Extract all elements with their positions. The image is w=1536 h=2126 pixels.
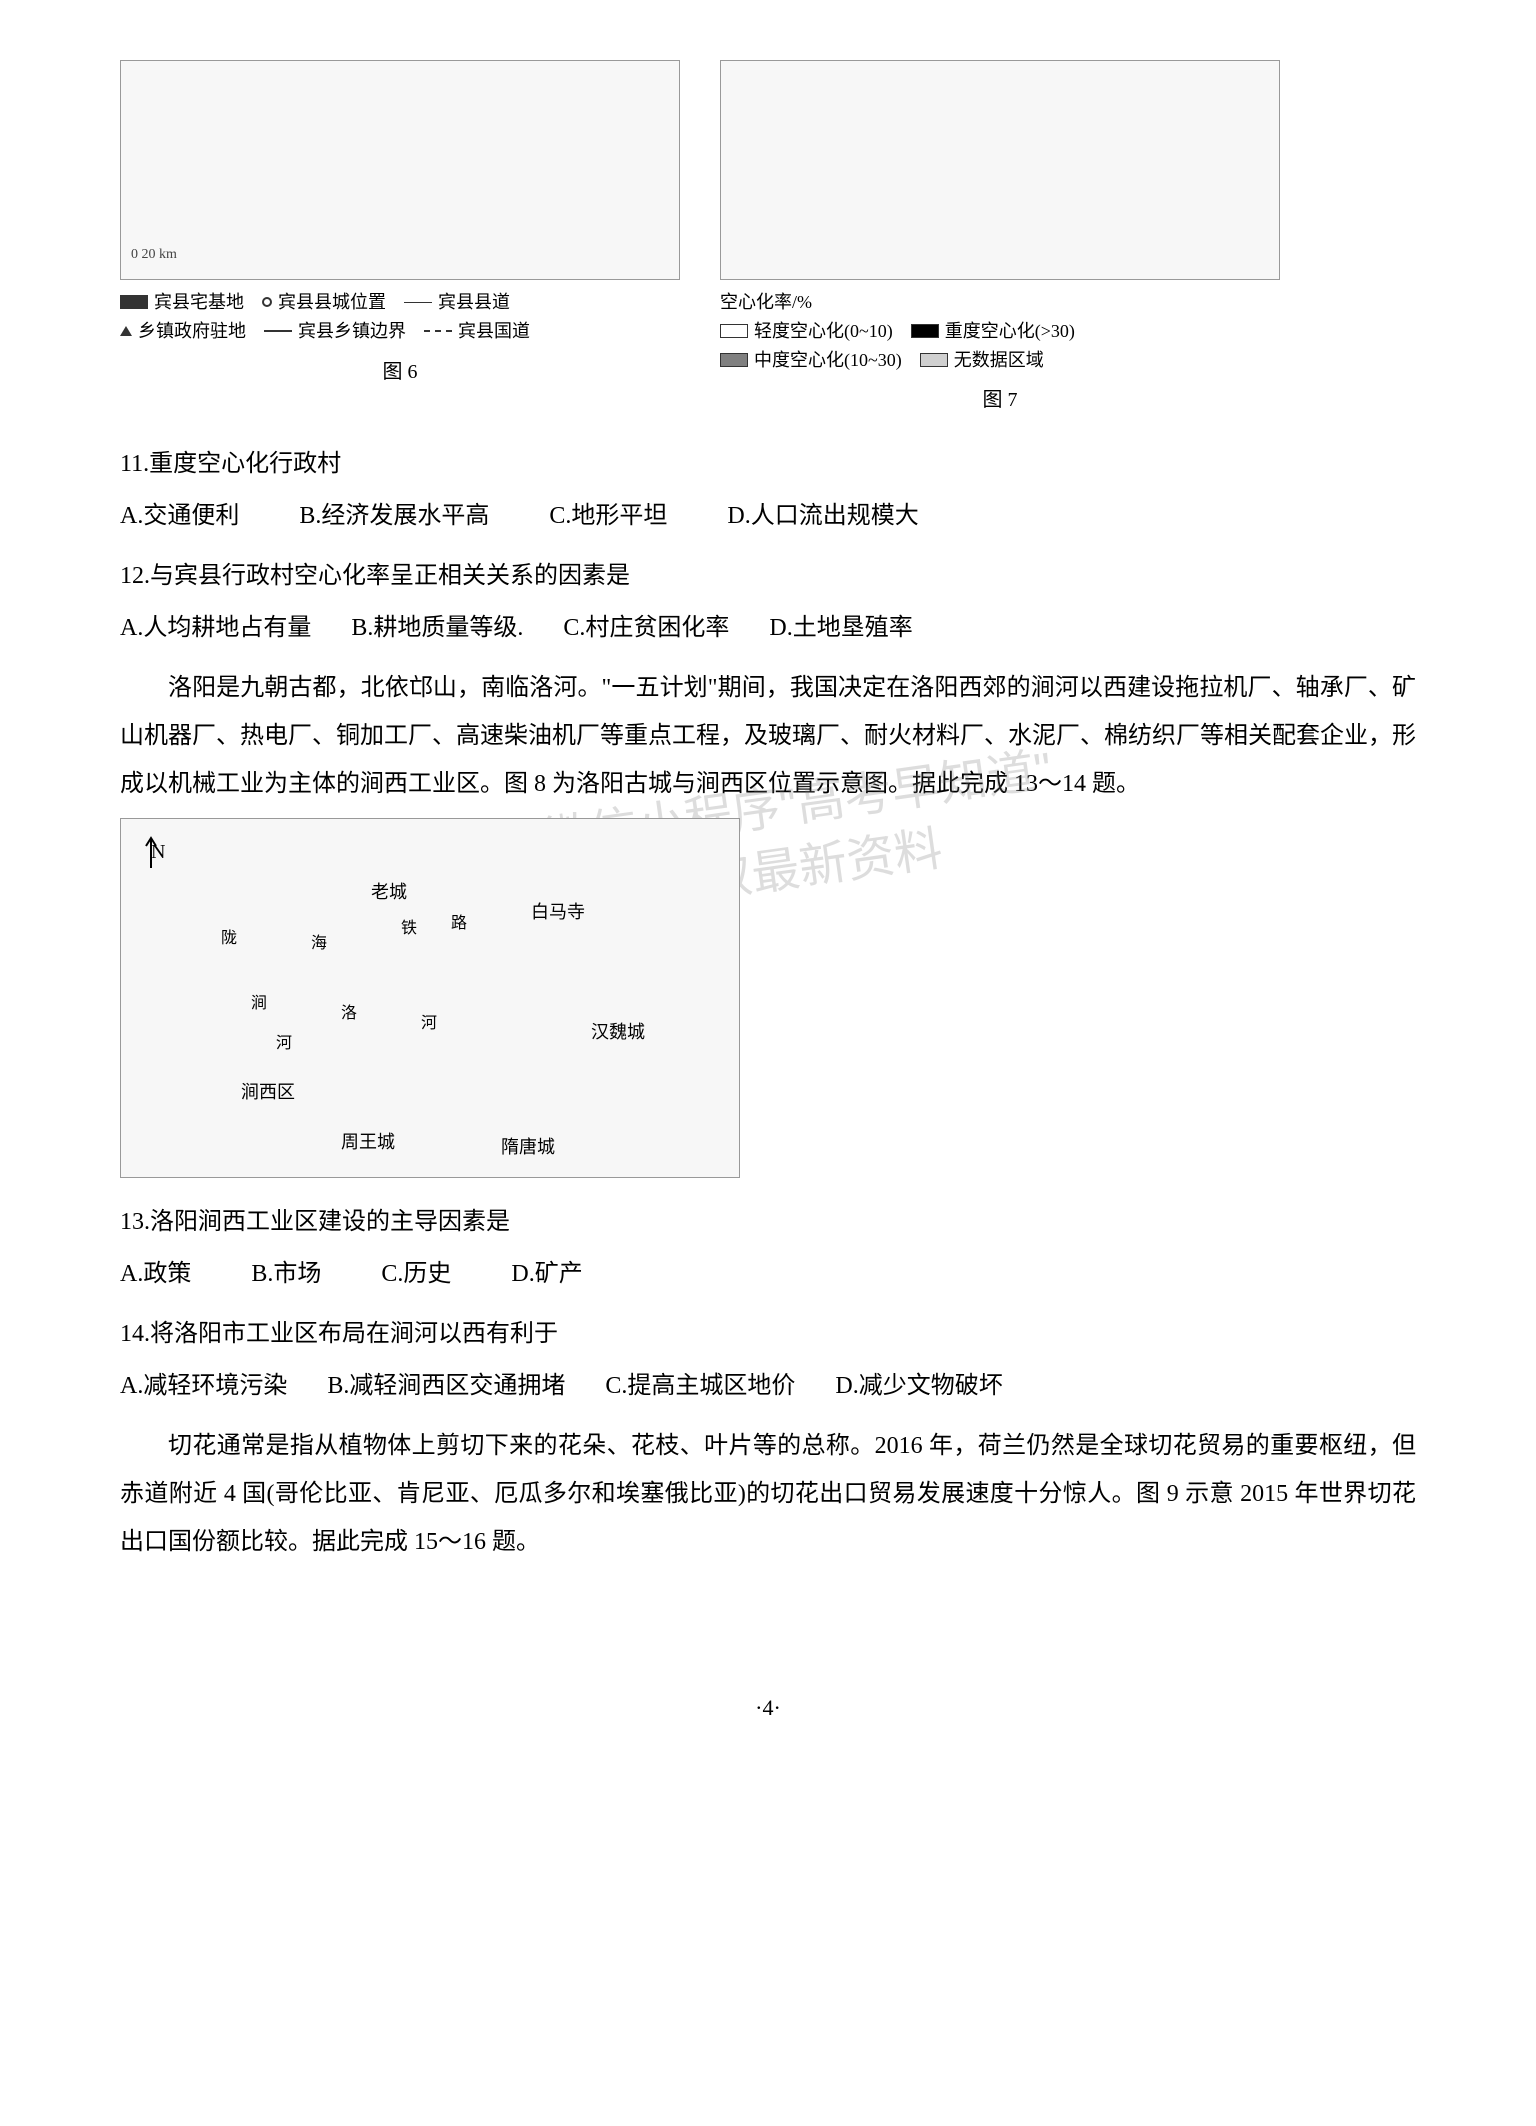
question-12: 12.与宾县行政村空心化率呈正相关关系的因素是 A.人均耕地占有量 B.耕地质量… — [120, 552, 1416, 652]
svg-text:陇: 陇 — [221, 929, 237, 947]
legend-6-item-1: 宾县县城位置 — [262, 288, 386, 317]
map-8-svg: N 老城 白马寺 汉魏城 涧西区 周王城 隋唐城 陇 海 铁 路 洛 河 涧 河 — [121, 818, 739, 1178]
legend-6-item-4: 宾县乡镇边界 — [264, 317, 406, 346]
q14-stem: 14.将洛阳市工业区布局在涧河以西有利于 — [120, 1310, 1416, 1358]
q12-opt-a: A.人均耕地占有量 — [120, 604, 311, 652]
svg-text:白马寺: 白马寺 — [531, 902, 585, 922]
q11-opt-a: A.交通便利 — [120, 492, 239, 540]
legend-6-item-2: 宾县县道 — [404, 288, 510, 317]
svg-text:河: 河 — [421, 1014, 437, 1032]
svg-text:涧: 涧 — [251, 994, 267, 1012]
figure-row-6-7: 0 20 km 宾县宅基地 宾县县城位置 宾县县道 乡镇政府驻地 宾县乡镇边界 … — [120, 60, 1416, 420]
passage-cutflower: 切花通常是指从植物体上剪切下来的花朵、花枝、叶片等的总称。2016 年，荷兰仍然… — [120, 1422, 1416, 1566]
svg-text:隋唐城: 隋唐城 — [501, 1137, 555, 1157]
figure-8-wrap: 微信小程序"高考早知道" 随时获取最新资料 N 老城 白马寺 汉魏城 涧西区 周… — [120, 818, 1416, 1178]
q12-opt-c: C.村庄贫困化率 — [563, 604, 729, 652]
legend-7-item-3: 无数据区域 — [920, 346, 1044, 375]
q12-stem: 12.与宾县行政村空心化率呈正相关关系的因素是 — [120, 552, 1416, 600]
q11-stem: 11.重度空心化行政村 — [120, 440, 1416, 488]
q14-opt-c: C.提高主城区地价 — [605, 1362, 795, 1410]
svg-text:路: 路 — [451, 914, 467, 932]
q14-opt-a: A.减轻环境污染 — [120, 1362, 287, 1410]
legend-6-item-5: 宾县国道 — [424, 317, 530, 346]
legend-6-item-0: 宾县宅基地 — [120, 288, 244, 317]
q13-opt-b: B.市场 — [251, 1250, 321, 1298]
figure-7: 空心化率/% 轻度空心化(0~10) 重度空心化(>30) 中度空心化(10~3… — [720, 60, 1280, 420]
figure-6: 0 20 km 宾县宅基地 宾县县城位置 宾县县道 乡镇政府驻地 宾县乡镇边界 … — [120, 60, 680, 420]
q12-opt-b: B.耕地质量等级. — [351, 604, 523, 652]
q13-opt-a: A.政策 — [120, 1250, 191, 1298]
caption-6: 图 6 — [383, 352, 418, 392]
page-number: ·4· — [120, 1686, 1416, 1730]
legend-7-item-2: 中度空心化(10~30) — [720, 346, 902, 375]
q13-stem: 13.洛阳涧西工业区建设的主导因素是 — [120, 1198, 1416, 1246]
svg-text:河: 河 — [276, 1034, 292, 1052]
map-6-placeholder: 0 20 km — [120, 60, 680, 280]
q14-opt-d: D.减少文物破坏 — [835, 1362, 1002, 1410]
svg-text:老城: 老城 — [371, 882, 407, 902]
scale-6: 0 20 km — [131, 241, 177, 269]
q12-opt-d: D.土地垦殖率 — [769, 604, 912, 652]
svg-text:洛: 洛 — [341, 1004, 357, 1022]
svg-text:汉魏城: 汉魏城 — [591, 1022, 645, 1042]
svg-text:N: N — [151, 841, 165, 863]
passage-luoyang: 洛阳是九朝古都，北依邙山，南临洛河。"一五计划"期间，我国决定在洛阳西郊的涧河以… — [120, 664, 1416, 808]
legend-7-title: 空心化率/% — [720, 288, 1280, 317]
question-14: 14.将洛阳市工业区布局在涧河以西有利于 A.减轻环境污染 B.减轻涧西区交通拥… — [120, 1310, 1416, 1410]
q13-opt-c: C.历史 — [381, 1250, 451, 1298]
legend-6: 宾县宅基地 宾县县城位置 宾县县道 乡镇政府驻地 宾县乡镇边界 宾县国道 — [120, 288, 680, 346]
svg-text:周王城: 周王城 — [341, 1132, 395, 1152]
svg-text:涧西区: 涧西区 — [241, 1082, 295, 1102]
q11-opt-d: D.人口流出规模大 — [727, 492, 918, 540]
question-11: 11.重度空心化行政村 A.交通便利 B.经济发展水平高 C.地形平坦 D.人口… — [120, 440, 1416, 540]
caption-7: 图 7 — [983, 380, 1018, 420]
q11-opt-b: B.经济发展水平高 — [299, 492, 489, 540]
question-13: 13.洛阳涧西工业区建设的主导因素是 A.政策 B.市场 C.历史 D.矿产 — [120, 1198, 1416, 1298]
page-content: 0 20 km 宾县宅基地 宾县县城位置 宾县县道 乡镇政府驻地 宾县乡镇边界 … — [120, 60, 1416, 1730]
map-7-placeholder — [720, 60, 1280, 280]
svg-text:铁: 铁 — [401, 919, 417, 937]
map-8-placeholder: N 老城 白马寺 汉魏城 涧西区 周王城 隋唐城 陇 海 铁 路 洛 河 涧 河 — [120, 818, 740, 1178]
q14-opt-b: B.减轻涧西区交通拥堵 — [327, 1362, 565, 1410]
q13-opt-d: D.矿产 — [511, 1250, 582, 1298]
q11-opt-c: C.地形平坦 — [549, 492, 667, 540]
svg-text:海: 海 — [311, 934, 327, 952]
legend-7: 空心化率/% 轻度空心化(0~10) 重度空心化(>30) 中度空心化(10~3… — [720, 288, 1280, 374]
legend-6-item-3: 乡镇政府驻地 — [120, 317, 246, 346]
legend-7-item-1: 重度空心化(>30) — [911, 317, 1075, 346]
legend-7-item-0: 轻度空心化(0~10) — [720, 317, 893, 346]
